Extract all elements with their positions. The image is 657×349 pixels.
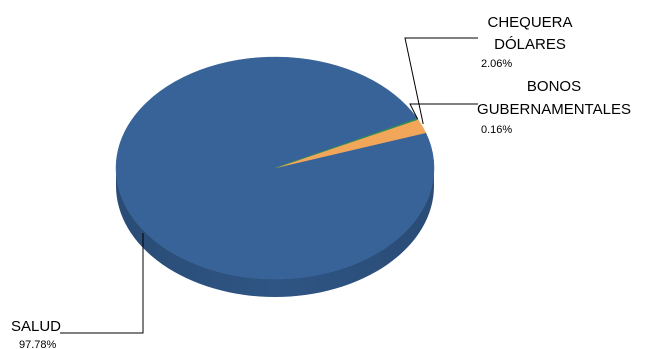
pie-slices: [115, 56, 435, 280]
pie-side-wall: [116, 168, 434, 297]
slice-value-salud: 97.78%: [19, 339, 57, 349]
slice-label-chequera-dolares: CHEQUERA DÓLARES 2.06%: [481, 14, 573, 70]
slice-label-salud-name: SALUD: [11, 318, 61, 335]
slice-label-bonos-line2: GUBERNAMENTALES: [477, 101, 631, 118]
leader-line-bonos: [409, 103, 478, 120]
slice-label-bonos-gubernamentales: BONOS GUBERNAMENTALES 0.16%: [477, 78, 631, 136]
leader-line-salud: [60, 233, 144, 334]
slice-label-chequera-line2: DÓLARES: [494, 36, 566, 53]
slice-value-chequera: 2.06%: [481, 58, 512, 70]
leader-line-chequera: [404, 37, 478, 125]
slice-value-bonos: 0.16%: [481, 124, 512, 136]
pie-side-wall-face: [116, 168, 434, 297]
leader-lines: [60, 37, 478, 334]
slice-label-salud: SALUD 97.78%: [11, 318, 61, 349]
slice-label-bonos-line1: BONOS: [527, 78, 581, 95]
slice-label-chequera-line1: CHEQUERA: [487, 14, 572, 31]
